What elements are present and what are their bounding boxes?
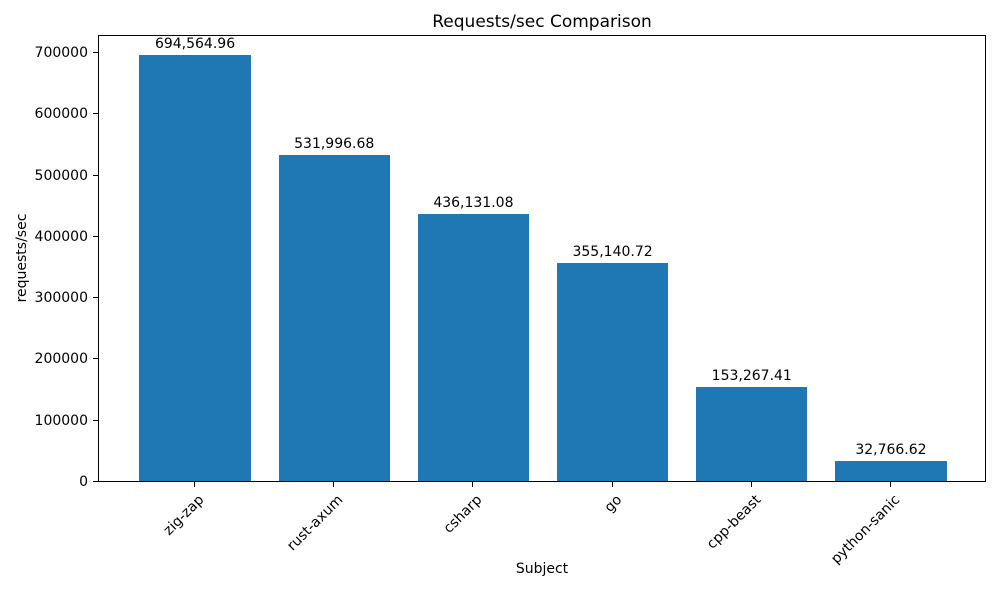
bar-value-label: 694,564.96 [154,36,236,53]
x-tick-label-python-sanic: python-sanic [828,492,904,568]
x-tick-mark [194,482,196,487]
y-tick-mark [93,174,98,176]
x-tick-mark [750,482,752,487]
y-tick-label: 600000 [34,106,88,123]
plot-area: 694,564.96 531,996.68 436,131.08 355,140.72… [98,35,986,482]
y-tick-mark [93,235,98,237]
x-tick-label-zig-zap: zig-zap [160,492,208,539]
bar-value-label: 153,267.41 [711,368,792,385]
x-axis-label: Subject [515,561,569,577]
y-tick-mark [93,51,98,53]
y-tick-label: 300000 [34,290,88,307]
y-tick-label: 0 [79,474,88,490]
x-tick-label-go: go [601,492,625,516]
y-tick-label: 200000 [34,351,88,368]
y-tick-mark [93,358,98,360]
bar-go [556,263,669,481]
y-tick-label: 700000 [34,44,88,61]
bar-rust-axum [278,154,390,481]
bar-value-label: 531,996.68 [294,135,375,152]
bar-value-label: 355,140.72 [572,244,653,261]
x-tick-mark [611,482,613,487]
bar-csharp [417,213,530,481]
x-tick-mark [472,482,474,487]
x-tick-mark [333,482,335,487]
x-tick-label-csharp: csharp [441,492,486,537]
x-tick-mark [889,482,891,487]
bar-cpp-beast [696,387,808,481]
bar-value-label: 436,131.08 [433,194,514,211]
x-tick-label-cpp-beast: cpp-beast [703,492,765,553]
y-tick-label: 400000 [34,228,88,245]
y-tick-mark [93,481,98,482]
chart-title: Requests/sec Comparison [432,12,652,32]
y-tick-label: 100000 [34,412,88,429]
bar-zig-zap [139,55,251,481]
y-tick-mark [93,113,98,115]
y-tick-mark [93,297,98,299]
bar-value-label: 32,766.62 [855,441,927,458]
y-tick-mark [93,419,98,421]
y-tick-label: 500000 [34,167,88,184]
x-tick-label-rust-axum: rust-axum [284,492,347,555]
bar-python-sanic [835,460,947,481]
